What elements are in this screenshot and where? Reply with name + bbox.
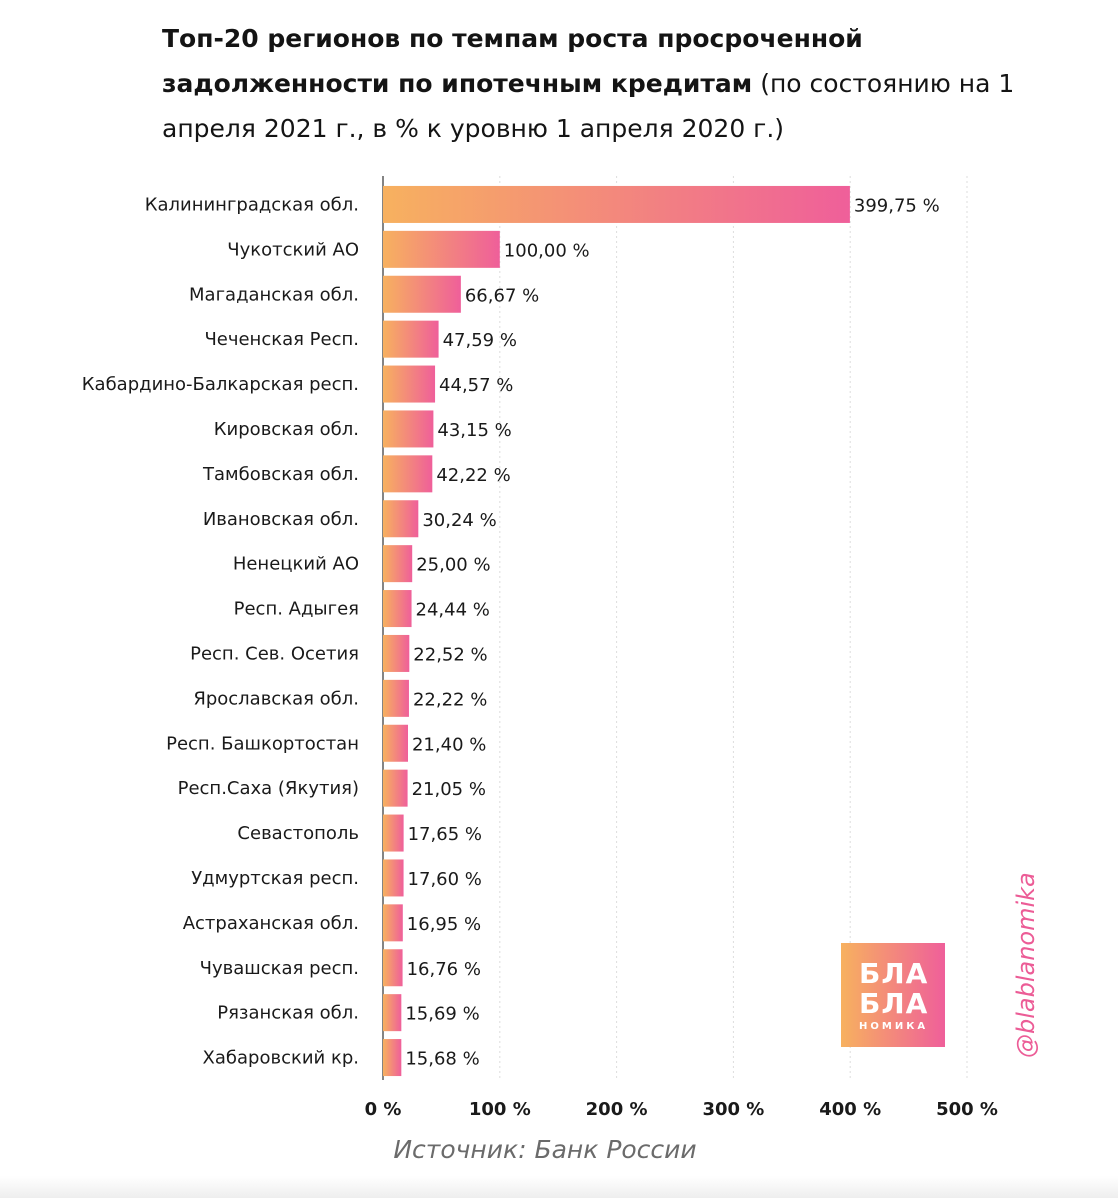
value-label: 22,52 % xyxy=(413,644,487,665)
category-label: Чукотский АО xyxy=(227,239,359,260)
bar-chart: Калининградская обл. 399,75 % Чукотский АО… xyxy=(82,176,998,1120)
value-label: 399,75 % xyxy=(854,195,940,216)
category-label: Респ. Башкортостан xyxy=(166,733,359,754)
logo-line-2: БЛА xyxy=(859,987,929,1020)
bar-layer xyxy=(383,185,850,1077)
category-label: Калининградская обл. xyxy=(145,194,359,215)
value-label: 21,05 % xyxy=(412,779,486,800)
value-label: 44,57 % xyxy=(439,375,513,396)
bar xyxy=(383,275,461,313)
bar xyxy=(383,769,408,807)
chart-title-normal: (по состоянию на 1 апреля 2021 г., в % к… xyxy=(162,69,1015,143)
value-label: 100,00 % xyxy=(504,240,590,261)
x-tick-label: 200 % xyxy=(586,1099,648,1120)
value-label: 15,69 % xyxy=(405,1004,479,1025)
logo-line-1: БЛА xyxy=(859,957,929,990)
bar xyxy=(383,365,436,403)
category-label: Кабардино-Балкарская респ. xyxy=(82,374,359,395)
bar xyxy=(383,679,409,717)
bottom-shade xyxy=(0,1176,1118,1198)
value-label: 16,95 % xyxy=(407,914,481,935)
value-label: 24,44 % xyxy=(416,600,490,621)
bar xyxy=(383,814,404,852)
category-label: Севастополь xyxy=(237,823,359,844)
category-label: Респ. Сев. Осетия xyxy=(190,643,359,664)
bar xyxy=(383,410,434,448)
value-label: 43,15 % xyxy=(437,420,511,441)
category-label: Ярославская обл. xyxy=(193,688,359,709)
x-tick-label: 100 % xyxy=(469,1099,531,1120)
category-label: Хабаровский кр. xyxy=(203,1048,359,1069)
category-label: Рязанская обл. xyxy=(217,1003,359,1024)
category-label: Чувашская респ. xyxy=(200,958,359,979)
label-layer: Калининградская обл. 399,75 % Чукотский АО… xyxy=(82,194,940,1069)
bar xyxy=(383,455,433,493)
bar xyxy=(383,590,412,628)
category-label: Магаданская обл. xyxy=(189,284,359,305)
bar xyxy=(383,230,500,268)
bar xyxy=(383,500,419,538)
bar xyxy=(383,1039,402,1077)
bar xyxy=(383,320,439,358)
value-label: 30,24 % xyxy=(422,510,496,531)
category-label: Чеченская Респ. xyxy=(204,329,359,350)
value-label: 15,68 % xyxy=(405,1049,479,1070)
value-label: 66,67 % xyxy=(465,285,539,306)
x-tick-label: 300 % xyxy=(702,1099,764,1120)
category-label: Астраханская обл. xyxy=(183,913,359,934)
social-handle: @blablanomika xyxy=(1012,872,1040,1058)
bar xyxy=(383,545,413,583)
bar xyxy=(383,949,403,987)
logo-line-3: НОМИКА xyxy=(859,1021,929,1032)
value-label: 42,22 % xyxy=(436,465,510,486)
category-label: Ивановская обл. xyxy=(203,509,359,530)
value-label: 17,60 % xyxy=(408,869,482,890)
tick-layer: 0 % 100 % 200 % 300 % 400 % 500 % xyxy=(365,1099,998,1120)
value-label: 22,22 % xyxy=(413,689,487,710)
category-label: Кировская обл. xyxy=(214,419,359,440)
bar xyxy=(383,904,403,942)
category-label: Тамбовская обл. xyxy=(202,464,359,485)
value-label: 17,65 % xyxy=(408,824,482,845)
category-label: Респ. Адыгея xyxy=(234,599,359,620)
bar xyxy=(383,859,404,897)
bar xyxy=(383,634,410,672)
x-tick-label: 500 % xyxy=(936,1099,998,1120)
value-label: 16,76 % xyxy=(407,959,481,980)
chart-title-bold: Топ-20 регионов по темпам роста просроче… xyxy=(162,24,863,98)
value-label: 21,40 % xyxy=(412,734,486,755)
category-label: Ненецкий АО xyxy=(233,554,359,575)
bar xyxy=(383,185,850,223)
bar xyxy=(383,994,402,1032)
value-label: 25,00 % xyxy=(416,555,490,576)
category-label: Удмуртская респ. xyxy=(191,868,359,889)
source-note: Источник: Банк России xyxy=(393,1135,697,1164)
category-label: Респ.Саха (Якутия) xyxy=(178,778,359,799)
x-tick-label: 400 % xyxy=(819,1099,881,1120)
value-label: 47,59 % xyxy=(443,330,517,351)
blablanomika-logo: БЛА БЛА НОМИКА xyxy=(841,943,945,1047)
chart-title: Топ-20 регионов по темпам роста просроче… xyxy=(162,16,1082,151)
x-tick-label: 0 % xyxy=(365,1099,402,1120)
bar xyxy=(383,724,408,762)
